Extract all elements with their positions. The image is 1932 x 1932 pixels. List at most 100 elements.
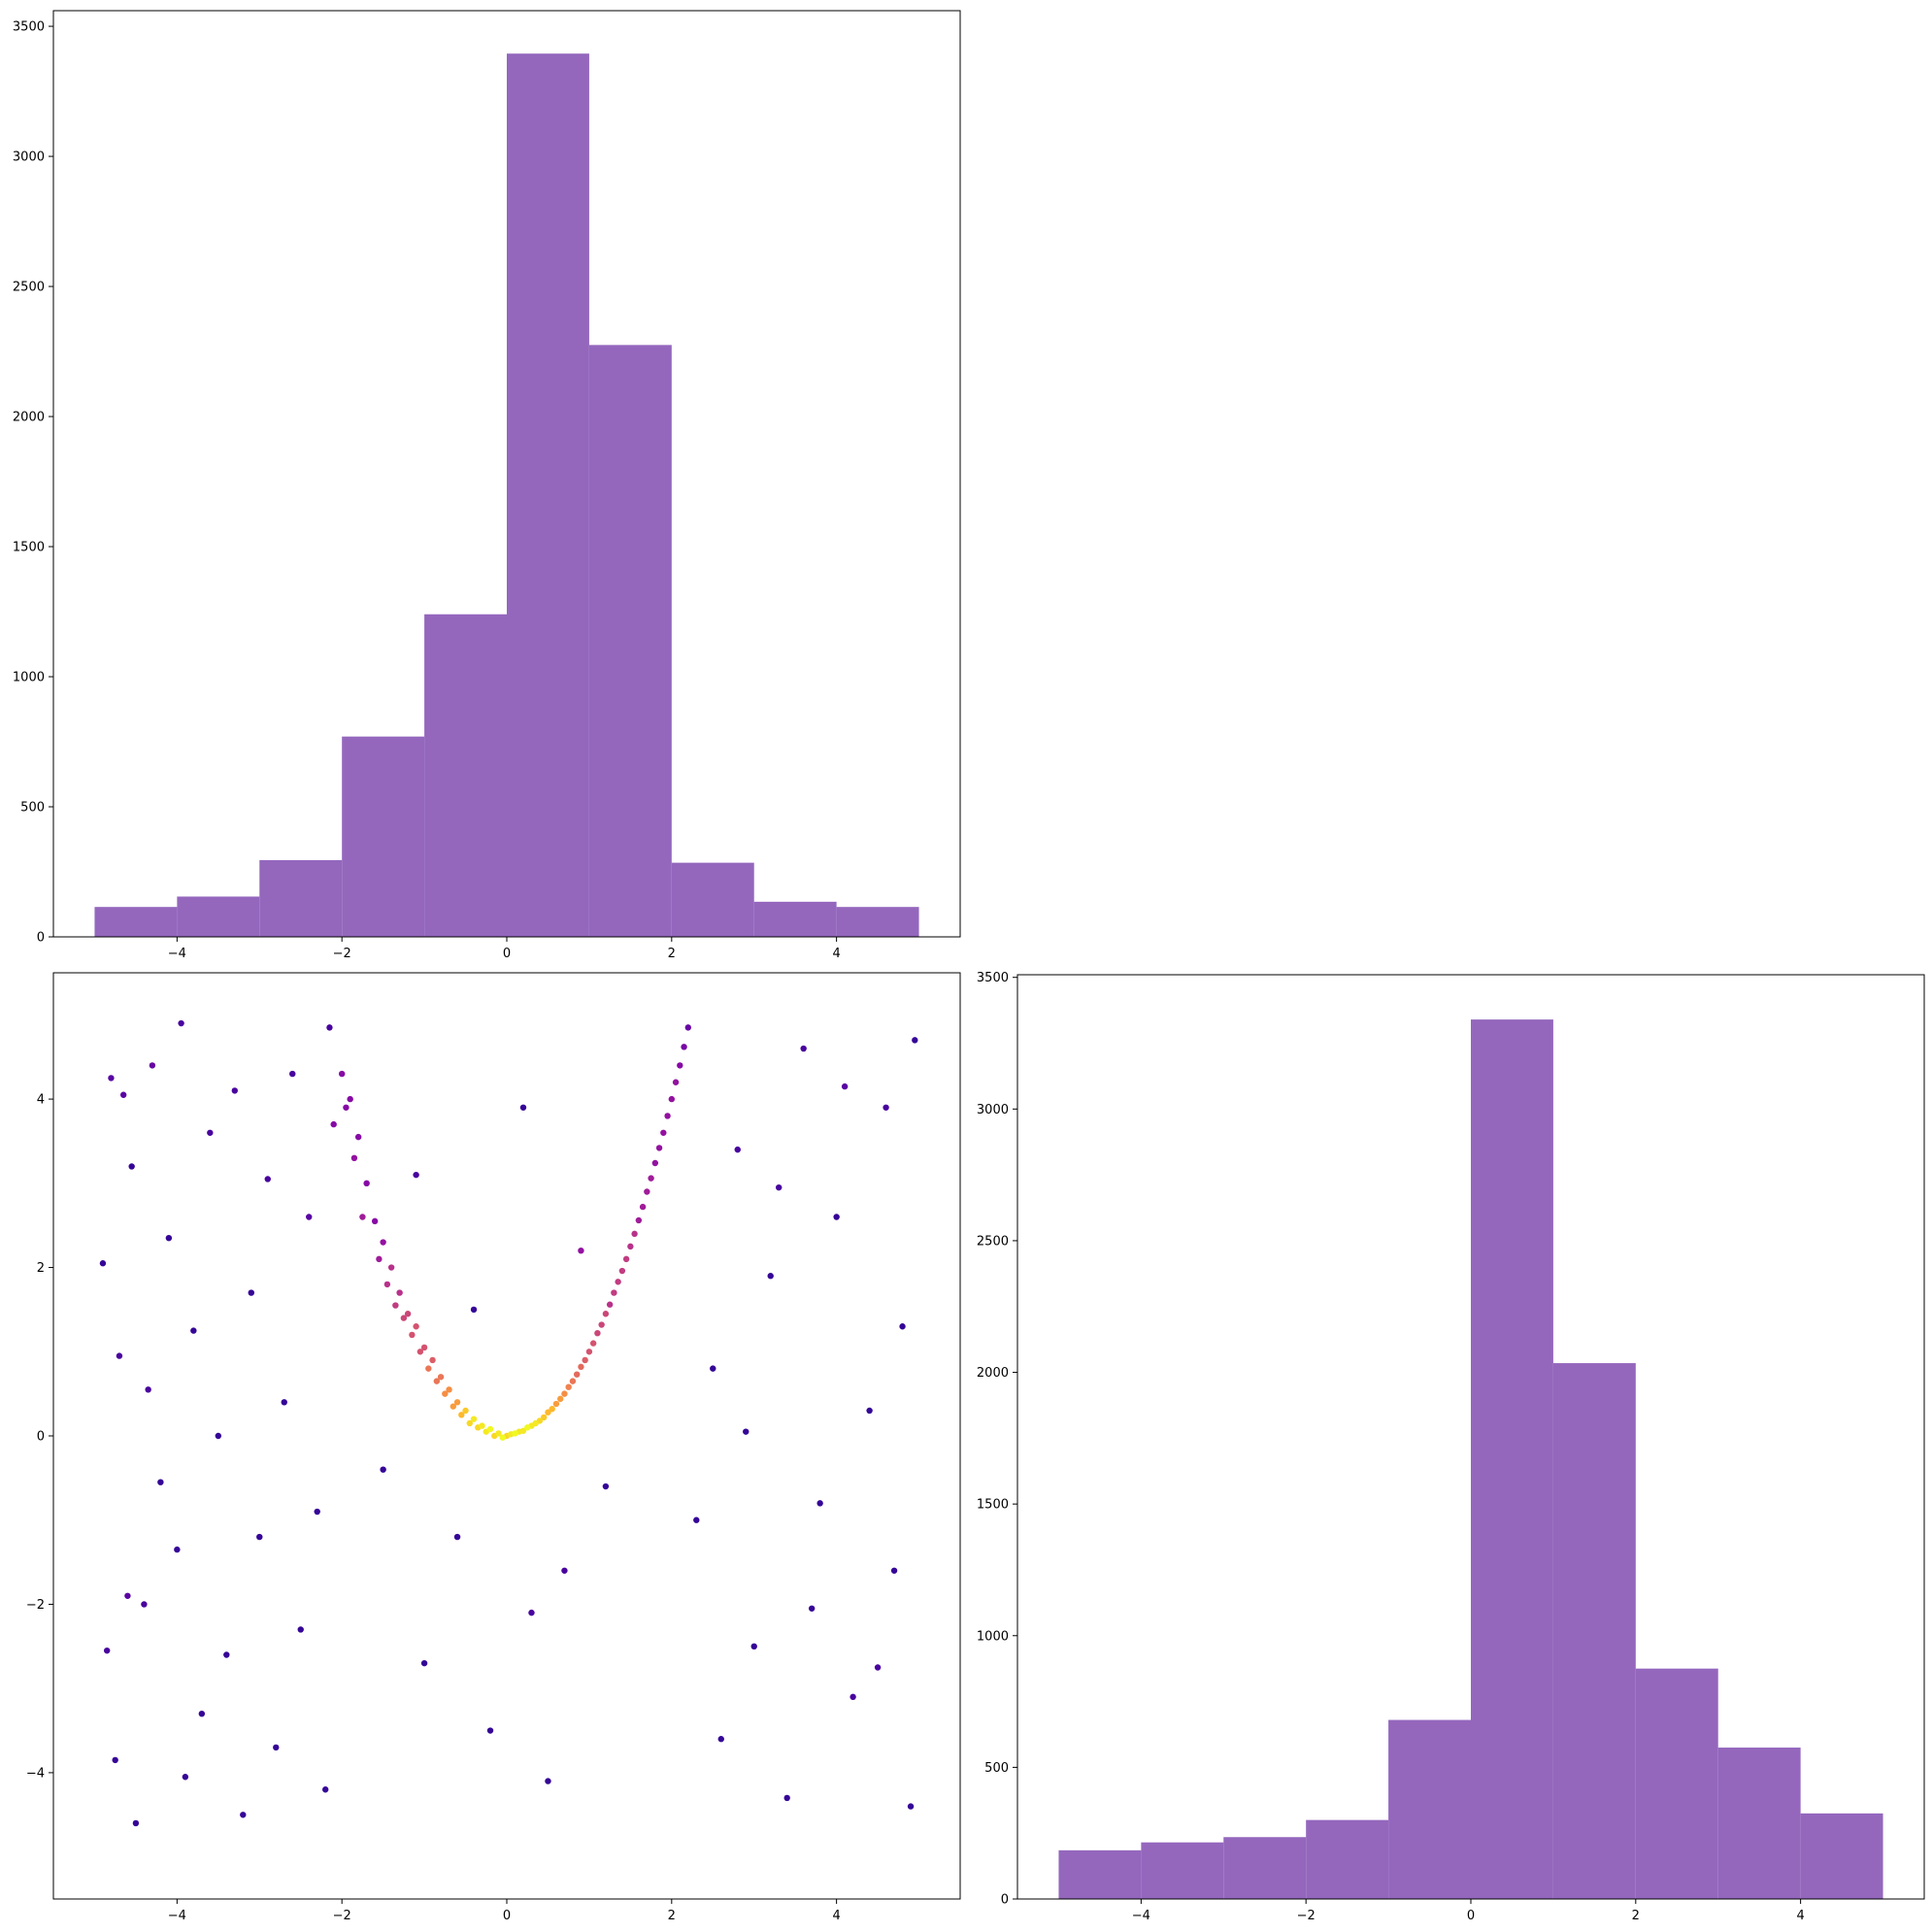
scatter-bottom-left-point	[157, 1479, 164, 1485]
histogram-top-left-bar	[836, 907, 919, 937]
histogram-top-left-ytick-label: 3000	[13, 150, 45, 165]
histogram-top-left-bar	[177, 896, 260, 937]
scatter-bottom-left-point	[273, 1744, 280, 1751]
scatter-bottom-left-point	[281, 1399, 287, 1406]
scatter-bottom-left-point	[297, 1626, 304, 1633]
scatter-bottom-left-point	[306, 1214, 313, 1220]
scatter-bottom-left-point	[207, 1129, 214, 1136]
scatter-bottom-left-point	[124, 1592, 131, 1599]
scatter-bottom-left-point	[486, 1727, 494, 1734]
scatter-bottom-left-xtick-label: 4	[832, 1909, 840, 1923]
scatter-bottom-left-point	[190, 1327, 197, 1334]
scatter-bottom-left-point	[841, 1083, 849, 1090]
scatter-bottom-left-point	[103, 1647, 111, 1654]
scatter-bottom-left-point	[541, 1414, 548, 1421]
scatter-bottom-left-point	[677, 1062, 683, 1069]
scatter-bottom-left-xtick-label: 2	[668, 1909, 676, 1923]
scatter-bottom-left-point	[569, 1378, 577, 1384]
scatter-bottom-left-point	[343, 1104, 350, 1111]
scatter-bottom-left-point	[409, 1331, 416, 1339]
scatter-bottom-left-point	[710, 1365, 716, 1372]
scatter-bottom-left-point	[420, 1344, 428, 1351]
scatter-bottom-left-point	[326, 1024, 333, 1031]
scatter-bottom-left-point	[545, 1409, 551, 1416]
scatter-bottom-left-point	[655, 1145, 663, 1151]
scatter-bottom-left-point	[149, 1062, 156, 1069]
scatter-bottom-left-point	[119, 1091, 127, 1098]
scatter-bottom-left-point	[668, 1095, 676, 1103]
scatter-bottom-left-point	[174, 1546, 181, 1553]
histogram-bottom-right-ytick-label: 1500	[977, 1498, 1009, 1513]
scatter-bottom-left-point	[598, 1321, 605, 1328]
histogram-bottom-right-bar	[1471, 1019, 1553, 1899]
scatter-bottom-left-point	[556, 1395, 564, 1403]
scatter-bottom-left-ytick-label: 4	[37, 1093, 45, 1108]
histogram-bottom-right-bar	[1635, 1668, 1718, 1899]
scatter-bottom-left-point	[338, 1070, 346, 1078]
histogram-bottom-right-xtick-label: 4	[1796, 1909, 1804, 1923]
scatter-bottom-left-point	[383, 1281, 391, 1288]
histogram-bottom-right-frame	[1016, 974, 1925, 1900]
scatter-bottom-left-point	[141, 1601, 148, 1608]
scatter-bottom-left-point	[132, 1819, 140, 1827]
scatter-bottom-left-point	[256, 1533, 263, 1541]
histogram-top-left-xtick-label: 2	[668, 947, 676, 961]
scatter-bottom-left-point	[198, 1711, 206, 1717]
scatter-bottom-left-ytick-label: 0	[37, 1430, 45, 1445]
scatter-bottom-left-point	[499, 1434, 506, 1441]
histogram-top-left: −4 −2 0 2 4 0 500 1000 1500 2000 2500 3000 3500	[13, 10, 961, 961]
histogram-bottom-right-ytick-label: 1000	[977, 1629, 1009, 1644]
scatter-bottom-left-point	[833, 1214, 840, 1220]
histogram-bottom-right-ticks: −4 −2 0 2 4 0 500 1000 1500 2000 2500 3000 3500	[977, 971, 1805, 1923]
scatter-bottom-left-point	[396, 1289, 403, 1296]
histogram-top-left-ytick-label: 1500	[13, 541, 45, 555]
scatter-bottom-left-point	[512, 1430, 518, 1437]
scatter-bottom-left-xtick-label: 0	[503, 1909, 511, 1923]
scatter-bottom-left-point	[561, 1390, 568, 1397]
histogram-bottom-right-xtick-label: −4	[1132, 1909, 1150, 1923]
histogram-top-left-xtick-label: 0	[503, 947, 511, 961]
histogram-bottom-right-bar	[1058, 1849, 1142, 1899]
scatter-bottom-left-point	[442, 1390, 449, 1397]
scatter-bottom-left-point	[145, 1386, 151, 1393]
scatter-bottom-left-point	[264, 1176, 271, 1183]
histogram-top-left-ytick-label: 1000	[13, 671, 45, 685]
histogram-top-left-ytick-label: 3500	[13, 20, 45, 35]
scatter-bottom-left-point	[462, 1407, 469, 1415]
histogram-bottom-right-ytick-label: 3500	[977, 971, 1009, 985]
scatter-bottom-left-point	[907, 1803, 915, 1810]
histogram-bottom-right-xtick-label: 0	[1467, 1909, 1475, 1923]
scatter-bottom-left-frame	[52, 972, 961, 1900]
scatter-bottom-left-point	[240, 1812, 247, 1818]
scatter-bottom-left-point	[420, 1659, 428, 1667]
scatter-bottom-left-point	[347, 1095, 353, 1103]
scatter-bottom-left-point	[433, 1378, 441, 1384]
scatter-bottom-left-point	[453, 1533, 461, 1541]
scatter-bottom-left-point	[734, 1146, 741, 1153]
histogram-bottom-right-bar	[1306, 1819, 1389, 1899]
histogram-bottom-right-bars	[1058, 1019, 1883, 1899]
scatter-bottom-left-point	[866, 1407, 873, 1415]
scatter-bottom-left-point	[883, 1104, 889, 1111]
scatter-bottom-left-point	[392, 1302, 399, 1309]
histogram-top-left-bar	[753, 901, 837, 937]
scatter-bottom-left-point	[622, 1255, 630, 1263]
scatter-bottom-left-point	[128, 1163, 135, 1170]
histogram-top-left-ticks: −4 −2 0 2 4 0 500 1000 1500 2000 2500 3000 3500	[13, 20, 841, 961]
scatter-bottom-left-point	[627, 1243, 634, 1250]
scatter-bottom-left-point	[425, 1365, 432, 1372]
scatter-bottom-left-xtick-label: −2	[333, 1909, 351, 1923]
scatter-bottom-left-point	[783, 1794, 790, 1802]
scatter-bottom-left-point	[750, 1643, 757, 1650]
scatter-bottom-left-point	[912, 1037, 918, 1044]
histogram-top-left-bar	[671, 862, 754, 937]
scatter-bottom-left-point	[639, 1203, 647, 1211]
histogram-top-left-xtick-label: −2	[333, 947, 351, 961]
histogram-top-left-frame	[52, 10, 961, 938]
scatter-bottom-left-point	[672, 1079, 680, 1085]
scatter-bottom-left-point	[589, 1340, 597, 1347]
scatter-bottom-left-point	[354, 1133, 362, 1141]
histogram-top-left-ytick-label: 0	[37, 931, 45, 946]
scatter-bottom-left-point	[223, 1651, 230, 1658]
scatter-bottom-left-point	[549, 1406, 555, 1413]
